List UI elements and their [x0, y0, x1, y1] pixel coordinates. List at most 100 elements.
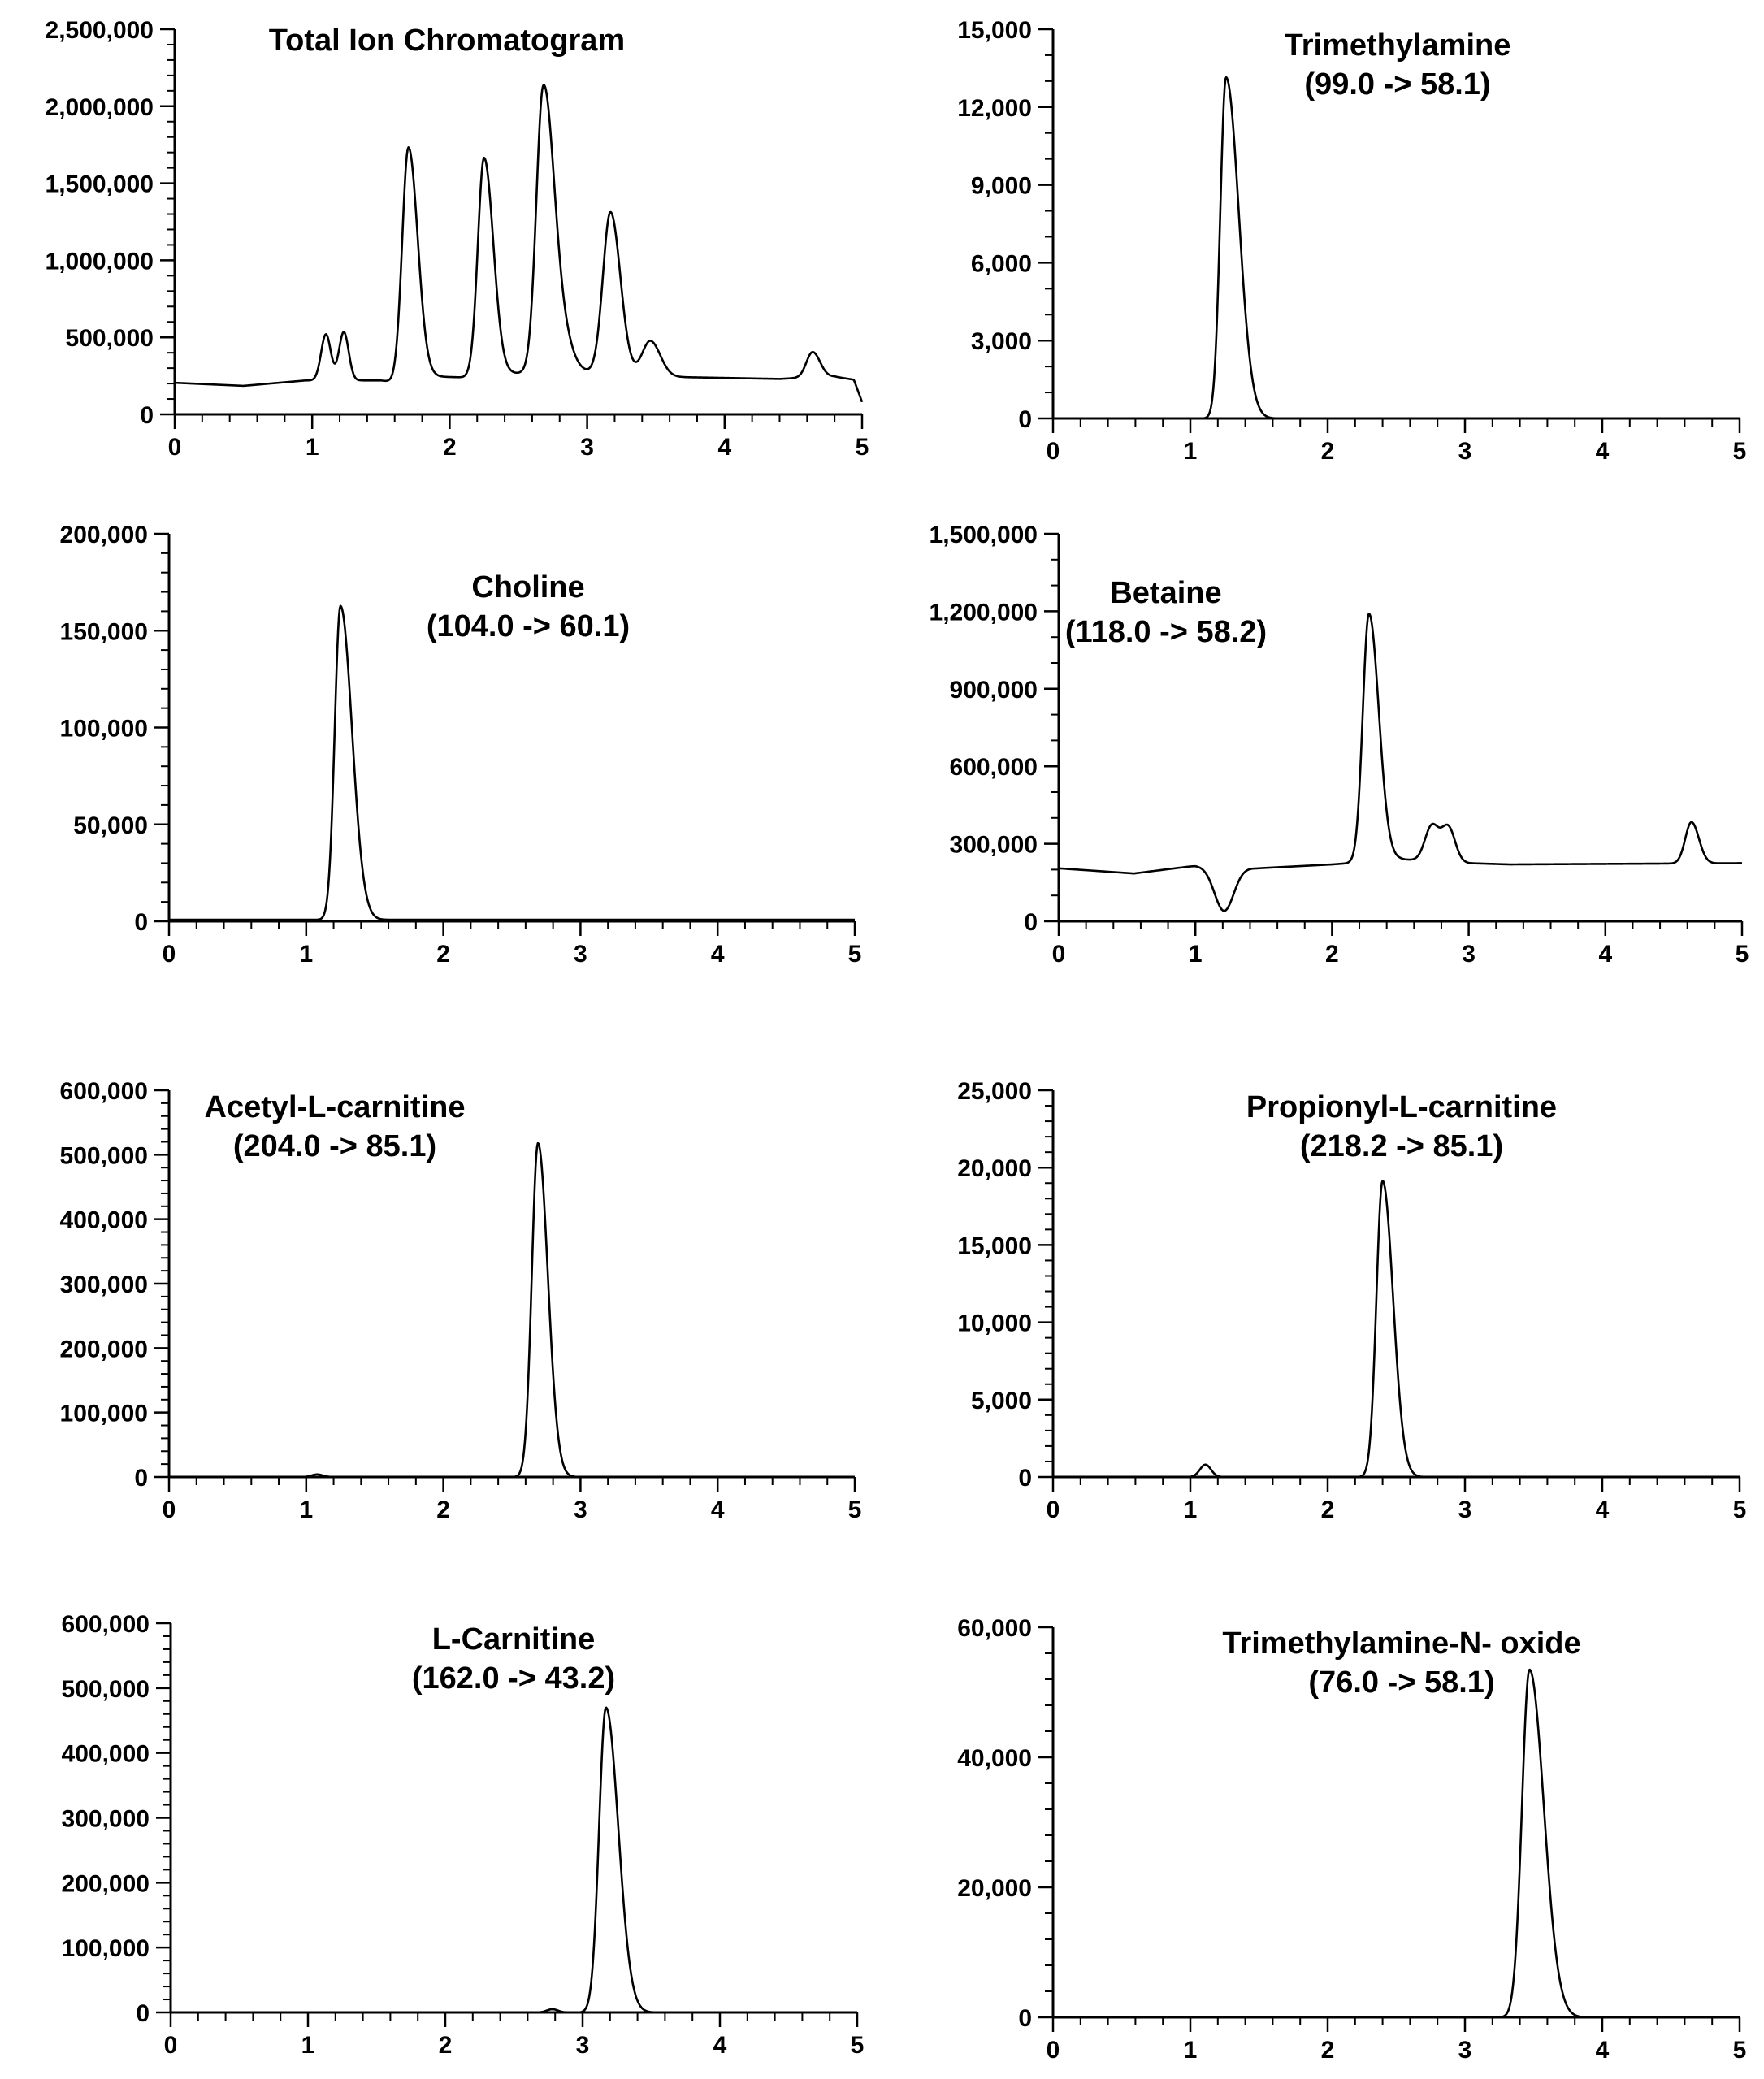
chart-title-line: (162.0 -> 43.2)	[412, 1661, 615, 1696]
chart-panel-2: 0 3,000 6,000 9,000 12,000 15,000 0 1 2 3 4 5 Trimet…	[957, 17, 1746, 465]
y-tick-label: 200,000	[60, 1336, 148, 1362]
chromatogram-trace	[1052, 76, 1740, 420]
y-tick-label: 0	[140, 402, 154, 429]
x-tick-label: 0	[1047, 1496, 1060, 1523]
x-tick-label: 2	[1321, 438, 1335, 465]
x-tick-label: 1	[299, 941, 313, 968]
x-tick-label: 1	[306, 434, 319, 461]
y-tick-label: 900,000	[950, 677, 1038, 704]
x-tick-label: 5	[1733, 2037, 1747, 2064]
x-tick-label: 0	[163, 941, 176, 968]
x-tick-label: 3	[574, 941, 587, 968]
x-tick-label: 5	[1733, 1496, 1747, 1523]
x-tick-label: 3	[574, 1496, 587, 1523]
y-tick-label: 0	[134, 1465, 148, 1492]
y-tick-label: 10,000	[957, 1310, 1032, 1337]
y-tick-label: 500,000	[60, 1142, 148, 1169]
x-tick-label: 4	[717, 434, 731, 461]
x-tick-label: 4	[1596, 438, 1610, 465]
x-tick-label: 0	[1047, 2037, 1060, 2064]
y-tick-label: 150,000	[60, 618, 148, 645]
chart-title-line: (99.0 -> 58.1)	[1304, 67, 1490, 102]
x-tick-label: 1	[1184, 2037, 1198, 2064]
x-tick-label: 0	[163, 1496, 176, 1523]
y-tick-label: 600,000	[60, 1078, 148, 1105]
y-tick-label: 15,000	[957, 17, 1032, 44]
chart-panel-4: 0 300,000 600,000 900,000 1,200,000 1,500,000…	[930, 522, 1749, 968]
chromatogram-trace	[168, 604, 856, 921]
x-tick-label: 4	[1596, 1496, 1610, 1523]
y-tick-label: 500,000	[66, 325, 154, 352]
x-tick-label: 3	[580, 434, 594, 461]
x-tick-label: 5	[856, 434, 869, 461]
chromatogram-trace	[1052, 1668, 1740, 2019]
chart-panel-8: 0 20,000 40,000 60,000 0 1 2 3 4 5 Trimethylamine-…	[957, 1615, 1746, 2064]
chart-title-line: Acetyl-L-carnitine	[205, 1090, 466, 1124]
x-tick-label: 3	[1458, 438, 1472, 465]
y-tick-label: 1,200,000	[930, 599, 1038, 626]
chromatogram-trace	[1058, 613, 1743, 912]
x-tick-label: 5	[848, 1496, 862, 1523]
x-tick-label: 2	[1321, 1496, 1335, 1523]
y-tick-label: 300,000	[950, 832, 1038, 859]
x-tick-label: 3	[576, 2032, 590, 2059]
chart-panel-6: 0 5,000 10,000 15,000 20,000 25,000 0 1 2 3 4 5 Prop…	[957, 1078, 1746, 1523]
x-tick-label: 2	[1325, 941, 1339, 968]
y-tick-label: 20,000	[957, 1155, 1032, 1182]
chart-title-line: (76.0 -> 58.1)	[1308, 1665, 1494, 1700]
chart-panel-3: 0 50,000 100,000 150,000 200,000 0 1 2 3 4 5 Cholin…	[60, 522, 862, 968]
x-tick-label: 4	[1598, 941, 1612, 968]
y-tick-label: 12,000	[957, 95, 1032, 122]
x-tick-label: 2	[443, 434, 457, 461]
chart-title-line: Choline	[471, 570, 584, 604]
y-tick-label: 6,000	[971, 250, 1032, 277]
chart-title-line: (104.0 -> 60.1)	[427, 609, 630, 643]
x-tick-label: 1	[301, 2032, 315, 2059]
chart-title-line: Propionyl-L-carnitine	[1246, 1090, 1557, 1124]
y-tick-label: 25,000	[957, 1078, 1032, 1105]
y-tick-label: 600,000	[950, 754, 1038, 781]
chromatogram-trace	[168, 1141, 856, 1479]
y-tick-label: 40,000	[957, 1745, 1032, 1772]
x-tick-label: 5	[851, 2032, 865, 2059]
y-tick-label: 9,000	[971, 173, 1032, 200]
y-tick-label: 2,000,000	[46, 94, 154, 121]
y-tick-label: 500,000	[62, 1676, 150, 1703]
x-tick-label: 2	[436, 941, 450, 968]
y-tick-label: 50,000	[73, 812, 148, 839]
x-tick-label: 1	[299, 1496, 313, 1523]
y-tick-label: 15,000	[957, 1232, 1032, 1259]
x-tick-label: 0	[1047, 438, 1060, 465]
chart-title-line: Trimethylamine-N- oxide	[1222, 1626, 1580, 1661]
chart-title-line: (204.0 -> 85.1)	[233, 1129, 436, 1163]
y-tick-label: 200,000	[62, 1870, 150, 1897]
chart-panels: 0 500,000 1,000,000 1,500,000 2,000,000 2,500…	[46, 17, 1749, 2064]
x-tick-label: 0	[168, 434, 182, 461]
x-tick-label: 5	[848, 941, 862, 968]
chart-title-line: (218.2 -> 85.1)	[1300, 1129, 1503, 1163]
chart-panel-5: 0 100,000 200,000 300,000 400,000 500,000 600,…	[60, 1078, 862, 1523]
x-tick-label: 4	[1596, 2037, 1610, 2064]
y-tick-label: 20,000	[957, 1875, 1032, 1902]
y-tick-label: 100,000	[62, 1935, 150, 1962]
y-tick-label: 0	[1018, 406, 1032, 433]
x-tick-label: 1	[1189, 941, 1203, 968]
y-tick-label: 0	[1018, 1465, 1032, 1492]
chromatogram-trace	[170, 1706, 858, 2014]
x-tick-label: 3	[1458, 2037, 1472, 2064]
x-tick-label: 2	[1321, 2037, 1335, 2064]
y-tick-label: 200,000	[60, 522, 148, 548]
y-tick-label: 100,000	[60, 716, 148, 743]
chart-title-line: L-Carnitine	[432, 1622, 596, 1657]
y-tick-label: 400,000	[62, 1741, 150, 1768]
x-tick-label: 1	[1184, 1496, 1198, 1523]
chromatogram-trace	[174, 84, 864, 403]
chart-panel-1: 0 500,000 1,000,000 1,500,000 2,000,000 2,500…	[46, 17, 869, 461]
x-tick-label: 5	[1736, 941, 1749, 968]
chart-title-line: (118.0 -> 58.2)	[1065, 615, 1267, 649]
y-tick-label: 0	[134, 909, 148, 936]
chart-title-line: Trimethylamine	[1285, 28, 1511, 63]
x-tick-label: 4	[713, 2032, 727, 2059]
x-tick-label: 1	[1184, 438, 1198, 465]
y-tick-label: 300,000	[62, 1806, 150, 1833]
